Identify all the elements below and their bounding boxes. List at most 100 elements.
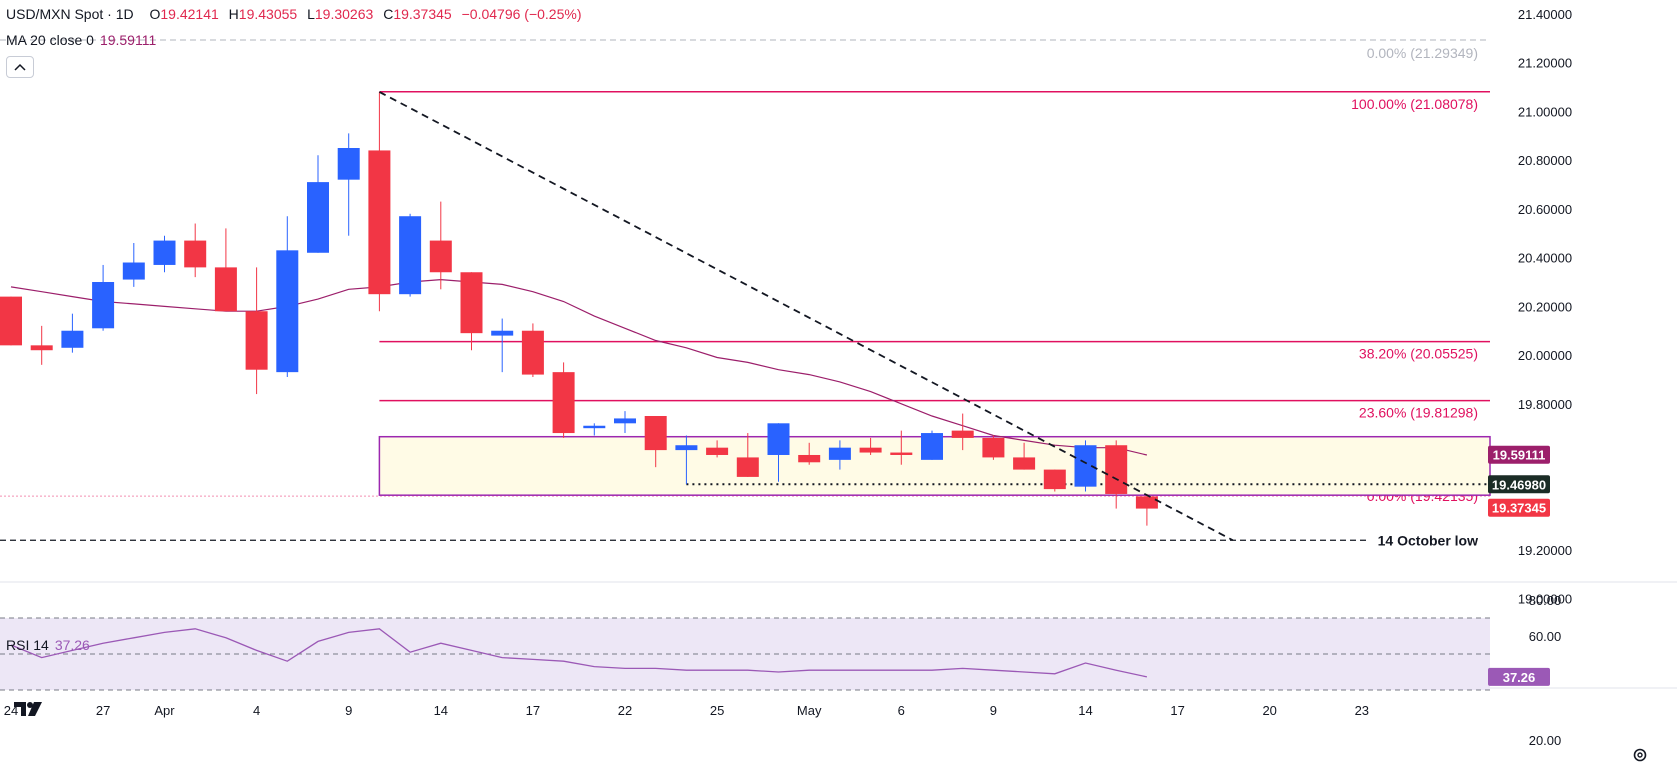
price-tag-label: 19.37345 <box>1492 501 1546 516</box>
ma-legend[interactable]: MA 20 close 0 19.59111 <box>6 32 156 48</box>
candle-body <box>890 452 913 455</box>
ma-label: MA 20 close 0 <box>6 32 94 48</box>
candle-body <box>1105 445 1128 494</box>
candle-body <box>61 330 84 348</box>
candle-body <box>276 250 299 373</box>
rsi-legend[interactable]: RSI 14 37.26 <box>6 637 90 653</box>
candle-body <box>153 240 176 265</box>
fib-label: 100.00% (21.08078) <box>1351 96 1478 112</box>
rsi-value: 37.26 <box>54 637 90 653</box>
candle-body <box>399 216 422 295</box>
fib-label: 38.20% (20.05525) <box>1359 346 1478 362</box>
candle-body <box>184 240 207 268</box>
chevron-up-icon <box>14 63 26 71</box>
candle-body <box>1043 469 1066 490</box>
x-tick-label: 23 <box>1355 703 1369 718</box>
x-tick-label: 4 <box>253 703 260 718</box>
october-low-label: 14 October low <box>1378 532 1478 548</box>
candle-body <box>491 330 514 336</box>
x-tick-label: 20 <box>1262 703 1276 718</box>
candle-body <box>552 372 575 434</box>
high-label: H <box>228 6 239 22</box>
price-tag <box>1488 498 1550 517</box>
candle-body <box>644 416 667 451</box>
y-tick-label: 19.00000 <box>1518 592 1572 607</box>
x-tick-label: 9 <box>345 703 352 718</box>
close-label: C <box>383 6 394 22</box>
ma-value: 19.59111 <box>99 32 157 48</box>
symbol-title[interactable]: USD/MXN Spot · 1D <box>6 6 134 22</box>
rsi-label: RSI 14 <box>6 637 49 653</box>
downtrend-line <box>378 91 1234 542</box>
y-tick-label: 21.20000 <box>1518 56 1572 71</box>
x-tick-label: Apr <box>154 703 175 718</box>
y-tick-label: 20.80000 <box>1518 153 1572 168</box>
y-tick-label: 21.40000 <box>1518 7 1572 22</box>
rsi-line <box>10 628 1148 678</box>
x-tick-label: May <box>797 703 822 718</box>
candle-body <box>706 447 729 455</box>
candle-body <box>828 447 851 460</box>
fib-label: 0.00% (21.29349) <box>1367 45 1478 61</box>
y-tick-label: 20.60000 <box>1518 202 1572 217</box>
candle-body <box>30 345 53 351</box>
candle-body <box>982 437 1005 458</box>
y-tick-label: 20.20000 <box>1518 299 1572 314</box>
rsi-tick-label: 80.00 <box>1529 593 1562 608</box>
change-value: −0.04796 (−0.25%) <box>461 6 582 22</box>
candle-body <box>736 457 759 477</box>
low-value: 19.30263 <box>314 6 374 22</box>
y-tick-label: 19.80000 <box>1518 397 1572 412</box>
x-tick-label: 17 <box>1170 703 1184 718</box>
rsi-band <box>0 618 1490 690</box>
ohlc-legend: USD/MXN Spot · 1D O19.42141 H19.43055 L1… <box>6 6 581 22</box>
candle-body <box>1135 496 1158 509</box>
candle-body <box>214 267 237 312</box>
candle-body <box>614 418 636 424</box>
candle-body <box>767 423 790 455</box>
x-tick-label: 9 <box>990 703 997 718</box>
y-tick-label: 21.00000 <box>1518 104 1572 119</box>
x-tick-label: 25 <box>710 703 724 718</box>
candle-body <box>337 148 360 180</box>
rsi-tick-label: 20.00 <box>1529 733 1562 748</box>
y-tick-label: 20.00000 <box>1518 348 1572 363</box>
price-tag-label: 19.46980 <box>1492 477 1546 492</box>
candle-body <box>0 296 22 346</box>
close-value: 19.37345 <box>393 6 452 22</box>
candle-body <box>460 272 483 334</box>
candle-body <box>521 330 544 375</box>
candle-body <box>921 433 943 460</box>
settings-gear-icon[interactable] <box>1632 747 1648 768</box>
high-value: 19.43055 <box>238 6 298 22</box>
ma20-line <box>10 278 1148 456</box>
open-label: O <box>149 6 161 22</box>
candle-body <box>429 240 452 273</box>
candle-body <box>1013 457 1036 470</box>
x-tick-label: 22 <box>618 703 632 718</box>
fib-label: 23.60% (19.81298) <box>1359 405 1478 421</box>
y-tick-label: 20.40000 <box>1518 251 1572 266</box>
candle-body <box>245 311 268 370</box>
x-tick-label: 6 <box>898 703 905 718</box>
rsi-tick-label: 60.00 <box>1529 629 1562 644</box>
candle-body <box>1074 445 1097 487</box>
x-tick-label: 27 <box>96 703 110 718</box>
candle-body <box>368 150 391 295</box>
open-value: 19.42141 <box>160 6 219 22</box>
x-tick-label: 14 <box>434 703 448 718</box>
tradingview-logo-icon[interactable] <box>14 700 44 723</box>
rsi-tag-label: 37.26 <box>1503 670 1536 685</box>
candle-body <box>122 262 145 280</box>
candle-body <box>951 430 974 438</box>
candle-body <box>92 282 115 329</box>
low-label: L <box>307 6 315 22</box>
candle-body <box>859 447 882 453</box>
price-tag <box>1488 475 1550 494</box>
x-tick-label: 17 <box>526 703 540 718</box>
price-tag <box>1488 445 1550 464</box>
collapse-legend-button[interactable] <box>6 56 34 78</box>
candle-body <box>798 454 821 463</box>
y-tick-label: 19.20000 <box>1518 543 1572 558</box>
